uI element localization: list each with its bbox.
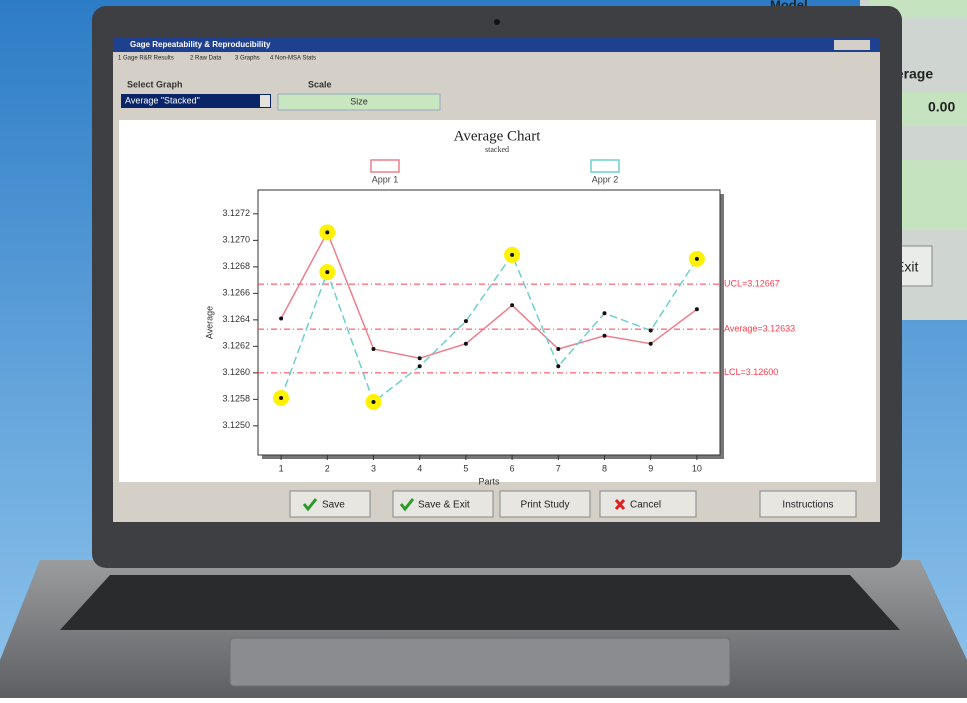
point (556, 364, 560, 368)
label: Scale (308, 79, 332, 89)
window-controls[interactable] (834, 40, 870, 50)
camera (494, 19, 500, 25)
point (649, 328, 653, 332)
y-tick-label: 3.1260 (222, 367, 250, 377)
y-tick-label: 3.1268 (222, 261, 250, 271)
point (464, 319, 468, 323)
legend-label: Appr 1 (372, 174, 399, 184)
y-tick-label: 3.1266 (222, 288, 250, 298)
x-tick-label: 6 (510, 463, 515, 473)
menu-item[interactable]: 2 Raw Data (190, 56, 222, 62)
legend-label: Appr 2 (592, 174, 619, 184)
x-tick-label: 3 (371, 463, 376, 473)
button-label: Cancel (630, 500, 661, 511)
point (556, 347, 560, 351)
reference-label: LCL=3.12600 (724, 367, 778, 377)
y-tick-label: 3.1262 (222, 341, 250, 351)
point (418, 356, 422, 360)
button-label: Save (322, 500, 345, 511)
bg-text: 0.00 (928, 99, 955, 115)
reference-label: Average=3.12633 (724, 324, 795, 334)
x-tick-label: 8 (602, 463, 607, 473)
label: Select Graph (127, 79, 183, 89)
y-tick-label: 3.1272 (222, 208, 250, 218)
y-tick-label: 3.1258 (222, 394, 250, 404)
point (510, 253, 514, 257)
y-axis-label: Average (204, 306, 214, 339)
menu-item[interactable]: 3 Graphs (235, 56, 260, 62)
x-tick-label: 9 (648, 463, 653, 473)
x-tick-label: 4 (417, 463, 422, 473)
button-label: Print Study (521, 500, 570, 511)
x-tick-label: 5 (463, 463, 468, 473)
point (418, 364, 422, 368)
point (325, 230, 329, 234)
menu-item[interactable]: 1 Gage R&R Results (118, 56, 174, 62)
scale-value: Size (350, 96, 368, 106)
chart-subtitle: stacked (485, 145, 509, 154)
keyboard (60, 575, 900, 630)
point (464, 342, 468, 346)
button-label: Instructions (782, 500, 833, 511)
x-axis-label: Parts (478, 476, 500, 486)
y-tick-label: 3.1270 (222, 235, 250, 245)
point (279, 396, 283, 400)
dropdown-arrow[interactable] (260, 95, 270, 107)
x-tick-label: 1 (279, 463, 284, 473)
x-tick-label: 2 (325, 463, 330, 473)
window-title: Gage Repeatability & Reproducibility (130, 40, 271, 49)
point (603, 311, 607, 315)
point (325, 270, 329, 274)
button-label: Save & Exit (418, 500, 470, 511)
chart-title: Average Chart (454, 128, 542, 144)
y-tick-label: 3.1264 (222, 314, 250, 324)
x-tick-label: 10 (692, 463, 702, 473)
touchpad (230, 638, 730, 686)
point (372, 400, 376, 404)
screenshot: Model verage 0.00 Exit Gage Repeatabilit… (0, 0, 967, 698)
x-tick-label: 7 (556, 463, 561, 473)
dropdown-value: Average "Stacked" (125, 95, 200, 105)
reference-label: UCL=3.12667 (724, 278, 780, 288)
y-tick-label: 3.1250 (222, 420, 250, 430)
point (649, 342, 653, 346)
point (510, 303, 514, 307)
point (695, 257, 699, 261)
menu-item[interactable]: 4 Non-MSA Stats (270, 56, 316, 62)
point (279, 317, 283, 321)
point (695, 307, 699, 311)
point (603, 334, 607, 338)
point (372, 347, 376, 351)
